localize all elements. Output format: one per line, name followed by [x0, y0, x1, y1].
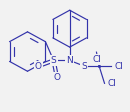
Text: Cl: Cl — [108, 79, 117, 88]
Text: O: O — [53, 73, 60, 82]
Text: O: O — [35, 62, 42, 71]
Text: Cl: Cl — [92, 55, 101, 64]
Text: S: S — [82, 62, 87, 71]
Text: S: S — [51, 56, 57, 65]
Text: N: N — [66, 56, 73, 65]
Text: Cl: Cl — [115, 62, 124, 71]
